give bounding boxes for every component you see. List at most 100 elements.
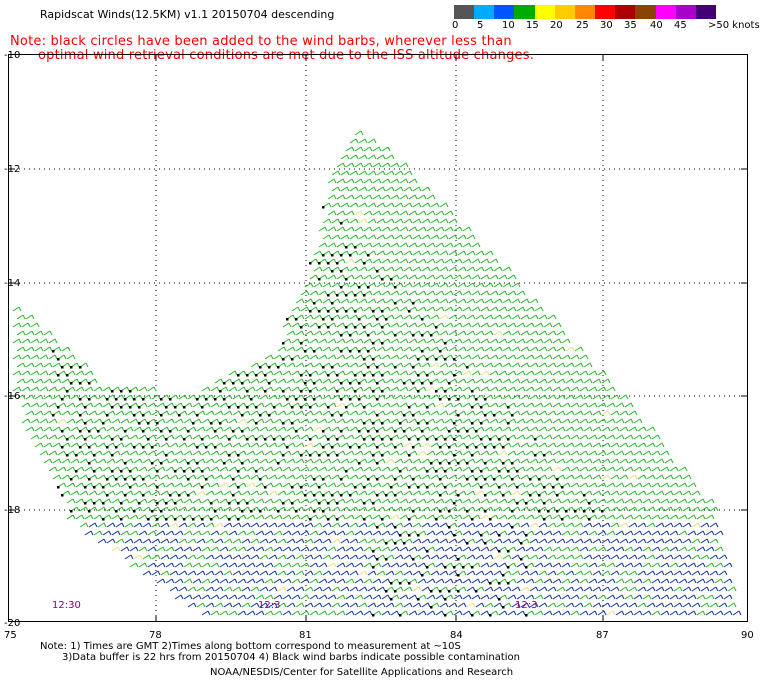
wind-barb [331,458,341,464]
wind-barb [520,394,530,400]
wind-barb [480,546,490,552]
wind-barb [597,386,607,392]
wind-barb [633,578,643,584]
contamination-dot [417,598,420,601]
wind-barb [520,602,530,608]
contamination-dot [556,510,559,513]
wind-barb [313,330,323,336]
wind-barb [129,450,139,456]
wind-barb [75,482,85,488]
wind-barb [444,498,454,504]
wind-barb [430,282,440,288]
contamination-dot [417,390,420,393]
contamination-dot [223,382,226,385]
wind-barb [583,458,593,464]
wind-barb [358,474,368,480]
wind-barb [412,602,422,608]
wind-barb [687,546,697,552]
wind-barb [358,506,368,512]
wind-barb [363,546,373,552]
wind-barb [322,410,332,416]
wind-barb [426,258,436,264]
wind-barb [556,410,566,416]
wind-barb [376,506,386,512]
wind-barb [408,290,418,296]
wind-barb [237,562,247,568]
wind-barb [349,506,359,512]
contamination-dot [259,414,262,417]
wind-barb [66,354,76,360]
wind-barb [615,402,625,408]
contamination-dot [498,438,501,441]
contamination-dot [228,454,231,457]
wind-barb [435,258,445,264]
wind-barb [453,242,463,248]
legend-label: 40 [650,20,663,31]
wind-barb [466,602,476,608]
wind-barb [133,426,143,432]
wind-barb [196,506,206,512]
wind-barb [277,346,287,352]
contamination-dot [354,294,357,297]
wind-barb [426,498,436,504]
wind-barb [399,242,409,248]
wind-barb [304,586,314,592]
wind-barb [385,266,395,272]
contamination-dot [394,542,397,545]
wind-barb [318,610,328,616]
contamination-dot [151,510,154,513]
wind-barb [124,506,134,512]
wind-barb [147,482,157,488]
contamination-dot [426,438,429,441]
wind-barb [223,570,233,576]
wind-barb [205,522,215,528]
wind-barb [669,562,679,568]
wind-barb [84,386,94,392]
wind-barb [673,538,683,544]
wind-barb [507,274,517,280]
wind-barb [390,530,400,536]
contamination-dot [196,446,199,449]
wind-barb [399,482,409,488]
wind-barb [268,522,278,528]
contamination-dot [412,302,415,305]
wind-barb [246,418,256,424]
wind-barb [228,530,238,536]
wind-barb [516,594,526,600]
wind-barb [336,546,346,552]
wind-barb [453,578,463,584]
wind-barb [439,250,449,256]
wind-barb [313,602,323,608]
wind-barb [687,562,697,568]
wind-barb [318,594,328,600]
wind-barb [412,490,422,496]
wind-barb [138,466,148,472]
wind-barb [489,354,499,360]
wind-barb [498,354,508,360]
wind-barb [583,554,593,560]
contamination-dot [363,374,366,377]
wind-barb [309,322,319,328]
contamination-dot [61,494,64,497]
contamination-dot [471,614,474,617]
wind-barb [565,442,575,448]
wind-barb [502,362,512,368]
contamination-dot [88,430,91,433]
wind-barb [363,146,373,152]
wind-barb [165,546,175,552]
contamination-dot [349,382,352,385]
wind-barb [255,594,265,600]
wind-barb [606,402,616,408]
wind-barb [462,274,472,280]
wind-barb [52,458,62,464]
wind-barb [669,594,679,600]
wind-barb [624,594,634,600]
wind-barb [489,562,499,568]
wind-barb [291,514,301,520]
wind-barb [646,490,656,496]
wind-barb [574,426,584,432]
contamination-dot [340,398,343,401]
contamination-dot [88,478,91,481]
wind-barb [561,578,571,584]
wind-barb [565,554,575,560]
